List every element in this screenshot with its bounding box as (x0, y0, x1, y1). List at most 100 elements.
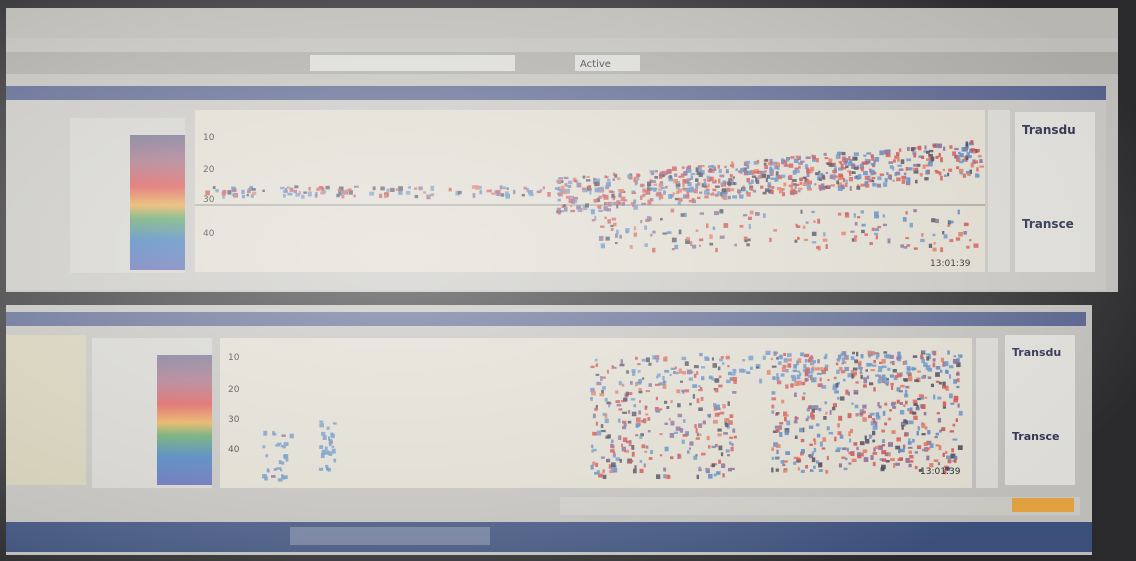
echo-speck (582, 190, 586, 193)
depth-label: 20 (203, 165, 215, 175)
echo-speck (699, 245, 701, 247)
echo-speck (781, 400, 784, 404)
echo-speck (232, 194, 237, 197)
echo-speck (845, 213, 849, 218)
echo-speck (341, 195, 344, 199)
echo-speck (565, 183, 568, 186)
echo-speck (913, 164, 918, 167)
echo-speck (682, 440, 685, 444)
echo-speck (918, 426, 920, 430)
echo-speck (654, 176, 658, 179)
echo-speck (836, 363, 839, 366)
taskbar-button[interactable] (290, 527, 490, 545)
echo-speck (928, 154, 933, 157)
echo-speck (617, 404, 622, 407)
echo-speck (839, 463, 842, 467)
echo-speck (689, 441, 693, 445)
echo-speck (656, 359, 659, 363)
echo-speck (609, 182, 611, 187)
echo-speck (891, 403, 895, 406)
echo-speck (666, 172, 668, 175)
echo-speck (319, 186, 323, 190)
echo-speck (748, 171, 752, 175)
echo-speck (308, 187, 310, 191)
echo-speck (722, 404, 726, 408)
echo-speck (650, 170, 655, 172)
echo-speck (869, 434, 872, 439)
echo-speck (848, 413, 852, 418)
echo-speck (773, 229, 777, 232)
echo-speck (978, 155, 981, 157)
echo-speck (646, 390, 650, 392)
echo-speck (810, 412, 814, 417)
echo-speck (935, 156, 938, 159)
echo-speck (900, 410, 904, 415)
echo-speck (841, 457, 845, 459)
echo-speck (921, 376, 925, 379)
echo-speck (683, 171, 687, 176)
channel-select[interactable] (310, 55, 515, 71)
echo-speck (571, 200, 575, 204)
echo-speck (605, 398, 608, 402)
echo-speck (834, 437, 836, 442)
echo-speck (975, 173, 979, 177)
echo-speck (810, 371, 814, 373)
echo-speck (848, 392, 850, 396)
echo-speck (724, 223, 729, 228)
echo-speck (742, 188, 744, 191)
echo-speck (594, 180, 597, 183)
echo-speck (936, 366, 941, 370)
echo-speck (913, 209, 917, 212)
scroll-bar[interactable] (988, 110, 1010, 272)
echo-speck (628, 410, 630, 414)
echo-speck (926, 158, 930, 161)
echo-speck (586, 176, 590, 178)
echo-speck (873, 462, 876, 466)
echo-speck (917, 371, 921, 373)
echo-speck (786, 421, 790, 426)
echo-speck (781, 460, 784, 464)
echo-speck (807, 172, 810, 177)
echo-speck (656, 474, 660, 479)
echo-speck (665, 186, 668, 189)
echo-speck (810, 405, 814, 408)
scroll-bar[interactable] (976, 338, 998, 488)
echo-speck (683, 194, 686, 198)
echo-speck (821, 175, 824, 180)
echo-speck (852, 171, 856, 174)
echo-speck (948, 169, 952, 172)
echo-speck (694, 365, 699, 368)
echo-speck (644, 451, 647, 453)
echo-speck (811, 360, 816, 363)
echo-speck (933, 145, 937, 148)
echo-speck (803, 364, 806, 368)
echo-speck (944, 175, 947, 178)
echo-speck (935, 436, 938, 438)
echo-speck (616, 457, 620, 460)
echo-speck (940, 247, 943, 252)
echo-speck (877, 226, 881, 228)
echo-speck (876, 416, 880, 420)
echo-speck (596, 363, 599, 367)
echo-speck (600, 226, 604, 228)
echo-speck (855, 381, 858, 383)
echo-speck (685, 389, 689, 392)
echo-speck (878, 370, 883, 372)
echo-speck (812, 211, 815, 213)
echo-speck (746, 161, 750, 164)
echo-speck (649, 457, 653, 460)
echo-speck (308, 191, 312, 196)
echo-speck (783, 353, 786, 356)
echo-speck (568, 181, 572, 185)
status-bar (560, 497, 1080, 515)
echo-speck (703, 179, 706, 181)
echo-speck (733, 182, 735, 185)
echo-speck (873, 426, 878, 430)
echo-speck (619, 193, 622, 198)
echo-speck (348, 188, 352, 191)
echo-speck (685, 361, 689, 366)
echo-speck (697, 197, 701, 199)
echo-speck (634, 226, 636, 230)
echo-speck (890, 165, 894, 169)
echo-speck (721, 463, 725, 468)
